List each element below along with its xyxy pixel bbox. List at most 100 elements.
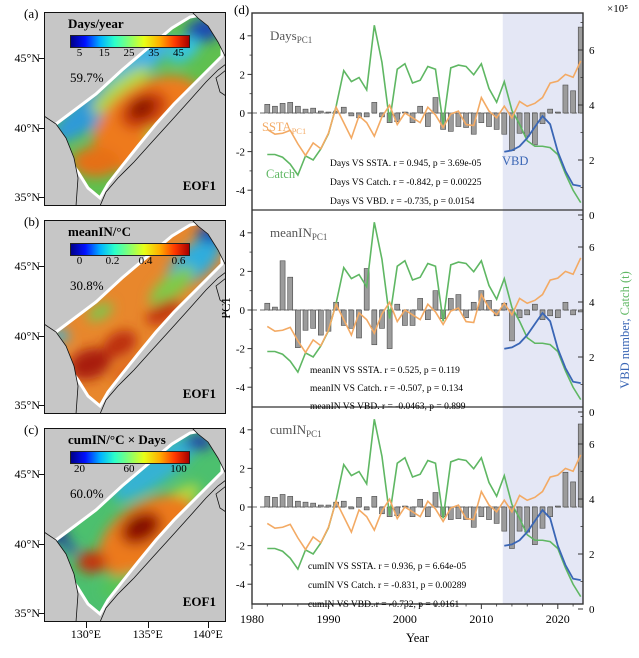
colorbar-tick-label: 45 <box>173 47 185 59</box>
pc1-bar <box>562 84 569 114</box>
lon-label-140e: 140°E <box>192 627 223 641</box>
right-tick-label: 0 <box>589 210 595 222</box>
lat-label-40n: 40°N <box>14 537 40 551</box>
pc1-bar <box>348 309 355 329</box>
left-tick-label: 0 <box>240 502 246 514</box>
pc1-bar <box>318 309 324 336</box>
colorbar-meanin-ticks: 0 0.2 0.4 0.6 <box>70 255 188 269</box>
pc1-bar <box>562 471 569 508</box>
pc1-bar <box>302 309 309 331</box>
pc1-bar <box>478 112 485 123</box>
colorbar-days-ticks: 5 15 25 35 45 <box>70 47 188 61</box>
catch-line <box>267 222 582 401</box>
pc1-bar <box>554 111 561 114</box>
right-axis-scale-note: ×10⁵ <box>607 3 628 15</box>
pc1-bar <box>425 112 431 127</box>
lon-label-135e: 135°E <box>132 627 163 641</box>
vbd-era-shading <box>502 13 583 604</box>
ssta-line <box>266 454 582 551</box>
lon-tick <box>147 622 149 628</box>
correlation-stat: meanIN VS VBD. r = -0.0463, p = 0.899 <box>310 402 466 412</box>
right-tick-label: 0 <box>589 604 595 616</box>
pc1-bar <box>279 494 286 508</box>
pc1-bar <box>302 501 309 508</box>
left-tick-label: 4 <box>240 425 246 437</box>
pc1-bar <box>417 105 423 114</box>
colorbar-tick-label: 0.6 <box>171 255 186 267</box>
vbd-line <box>504 311 581 385</box>
colorbar-tick-label: 5 <box>76 47 83 59</box>
variance-explained: 60.0% <box>70 486 104 501</box>
pc1-bar <box>516 309 523 319</box>
eof1-label: EOF1 <box>182 178 216 193</box>
lat-tick <box>39 474 44 476</box>
correlation-stat: Days VS Catch. r = -0.842, p = 0.00225 <box>330 178 482 188</box>
x-tick-label: 1980 <box>240 612 264 626</box>
panel-label-c: (c) <box>24 422 39 437</box>
pc1-bar <box>547 108 553 114</box>
pc1-bar <box>287 102 294 114</box>
right-tick-label: 6 <box>589 45 595 57</box>
colorbar-tick-label: 20 <box>73 463 85 475</box>
map-panel-meanin: (b) <box>15 214 226 414</box>
lat-tick <box>39 128 44 130</box>
pc1-bar <box>470 301 477 311</box>
lat-label-35n: 35°N <box>14 190 40 204</box>
lat-label-45n: 45°N <box>14 51 40 65</box>
map-frame <box>44 428 226 622</box>
right-tick-label: 6 <box>589 242 595 254</box>
correlation-stat: Days VS VBD. r = -0.735, p = 0.0154 <box>330 197 475 207</box>
pc1-bar <box>577 423 583 508</box>
panel-label-a: (a) <box>24 6 39 21</box>
lat-tick <box>39 405 44 407</box>
pc1-bar <box>455 506 462 519</box>
left-tick-label: -2 <box>236 541 245 553</box>
correlation-stat: Days VS SSTA. r = 0.945, p = 3.69e-05 <box>330 159 481 169</box>
pc1-bar <box>493 506 500 524</box>
panel-label-b: (b) <box>24 214 40 229</box>
pc1-bar <box>577 309 583 313</box>
pc1-bar <box>570 90 576 114</box>
correlation-stat: cumIN VS Catch. r = -0.831, p = 0.00289 <box>308 581 467 591</box>
pc1-bar <box>386 309 393 349</box>
colorbar-tick-label: 100 <box>170 463 187 475</box>
pc1-bar <box>279 103 286 114</box>
pc1-bar <box>325 504 332 508</box>
pc1-bar <box>425 309 431 320</box>
plot-area <box>252 13 583 604</box>
pc1-bar <box>340 500 347 508</box>
pc1-bar <box>325 111 332 114</box>
lon-tick <box>207 622 209 628</box>
map-frame <box>44 12 226 206</box>
left-tick-label: -4 <box>236 382 246 394</box>
pc1-bar <box>295 309 301 348</box>
pc1-bar <box>340 106 347 114</box>
pc1-bar <box>287 276 294 311</box>
colorbar-cumin <box>70 451 190 464</box>
pc1-bar <box>409 309 416 326</box>
right-tick-label: 4 <box>589 494 595 506</box>
right-tick-label: 2 <box>589 352 595 364</box>
lat-tick <box>39 613 44 615</box>
pc1-bar <box>310 309 316 329</box>
pc1-bar <box>432 492 439 508</box>
left-tick-label: -2 <box>236 147 245 159</box>
pc1-bar <box>272 497 278 508</box>
lat-tick <box>39 544 44 546</box>
pc1-bar <box>432 290 439 311</box>
lat-label-45n: 45°N <box>14 259 40 273</box>
vbd-line <box>504 508 581 582</box>
map-panel-days: (a) <box>15 6 226 206</box>
lat-tick <box>39 197 44 199</box>
pc1-bar <box>264 496 271 508</box>
subplot-title: cumINPC1 <box>270 422 322 439</box>
right-tick-label: 4 <box>589 100 595 112</box>
pc1-bar <box>547 309 553 317</box>
pc1-bar <box>509 506 515 549</box>
pc1-bar <box>394 303 401 311</box>
pc1-bar <box>432 97 439 114</box>
left-tick-label: 2 <box>240 463 246 475</box>
lon-label-130e: 130°E <box>70 627 101 641</box>
pc1-bar <box>570 309 576 316</box>
